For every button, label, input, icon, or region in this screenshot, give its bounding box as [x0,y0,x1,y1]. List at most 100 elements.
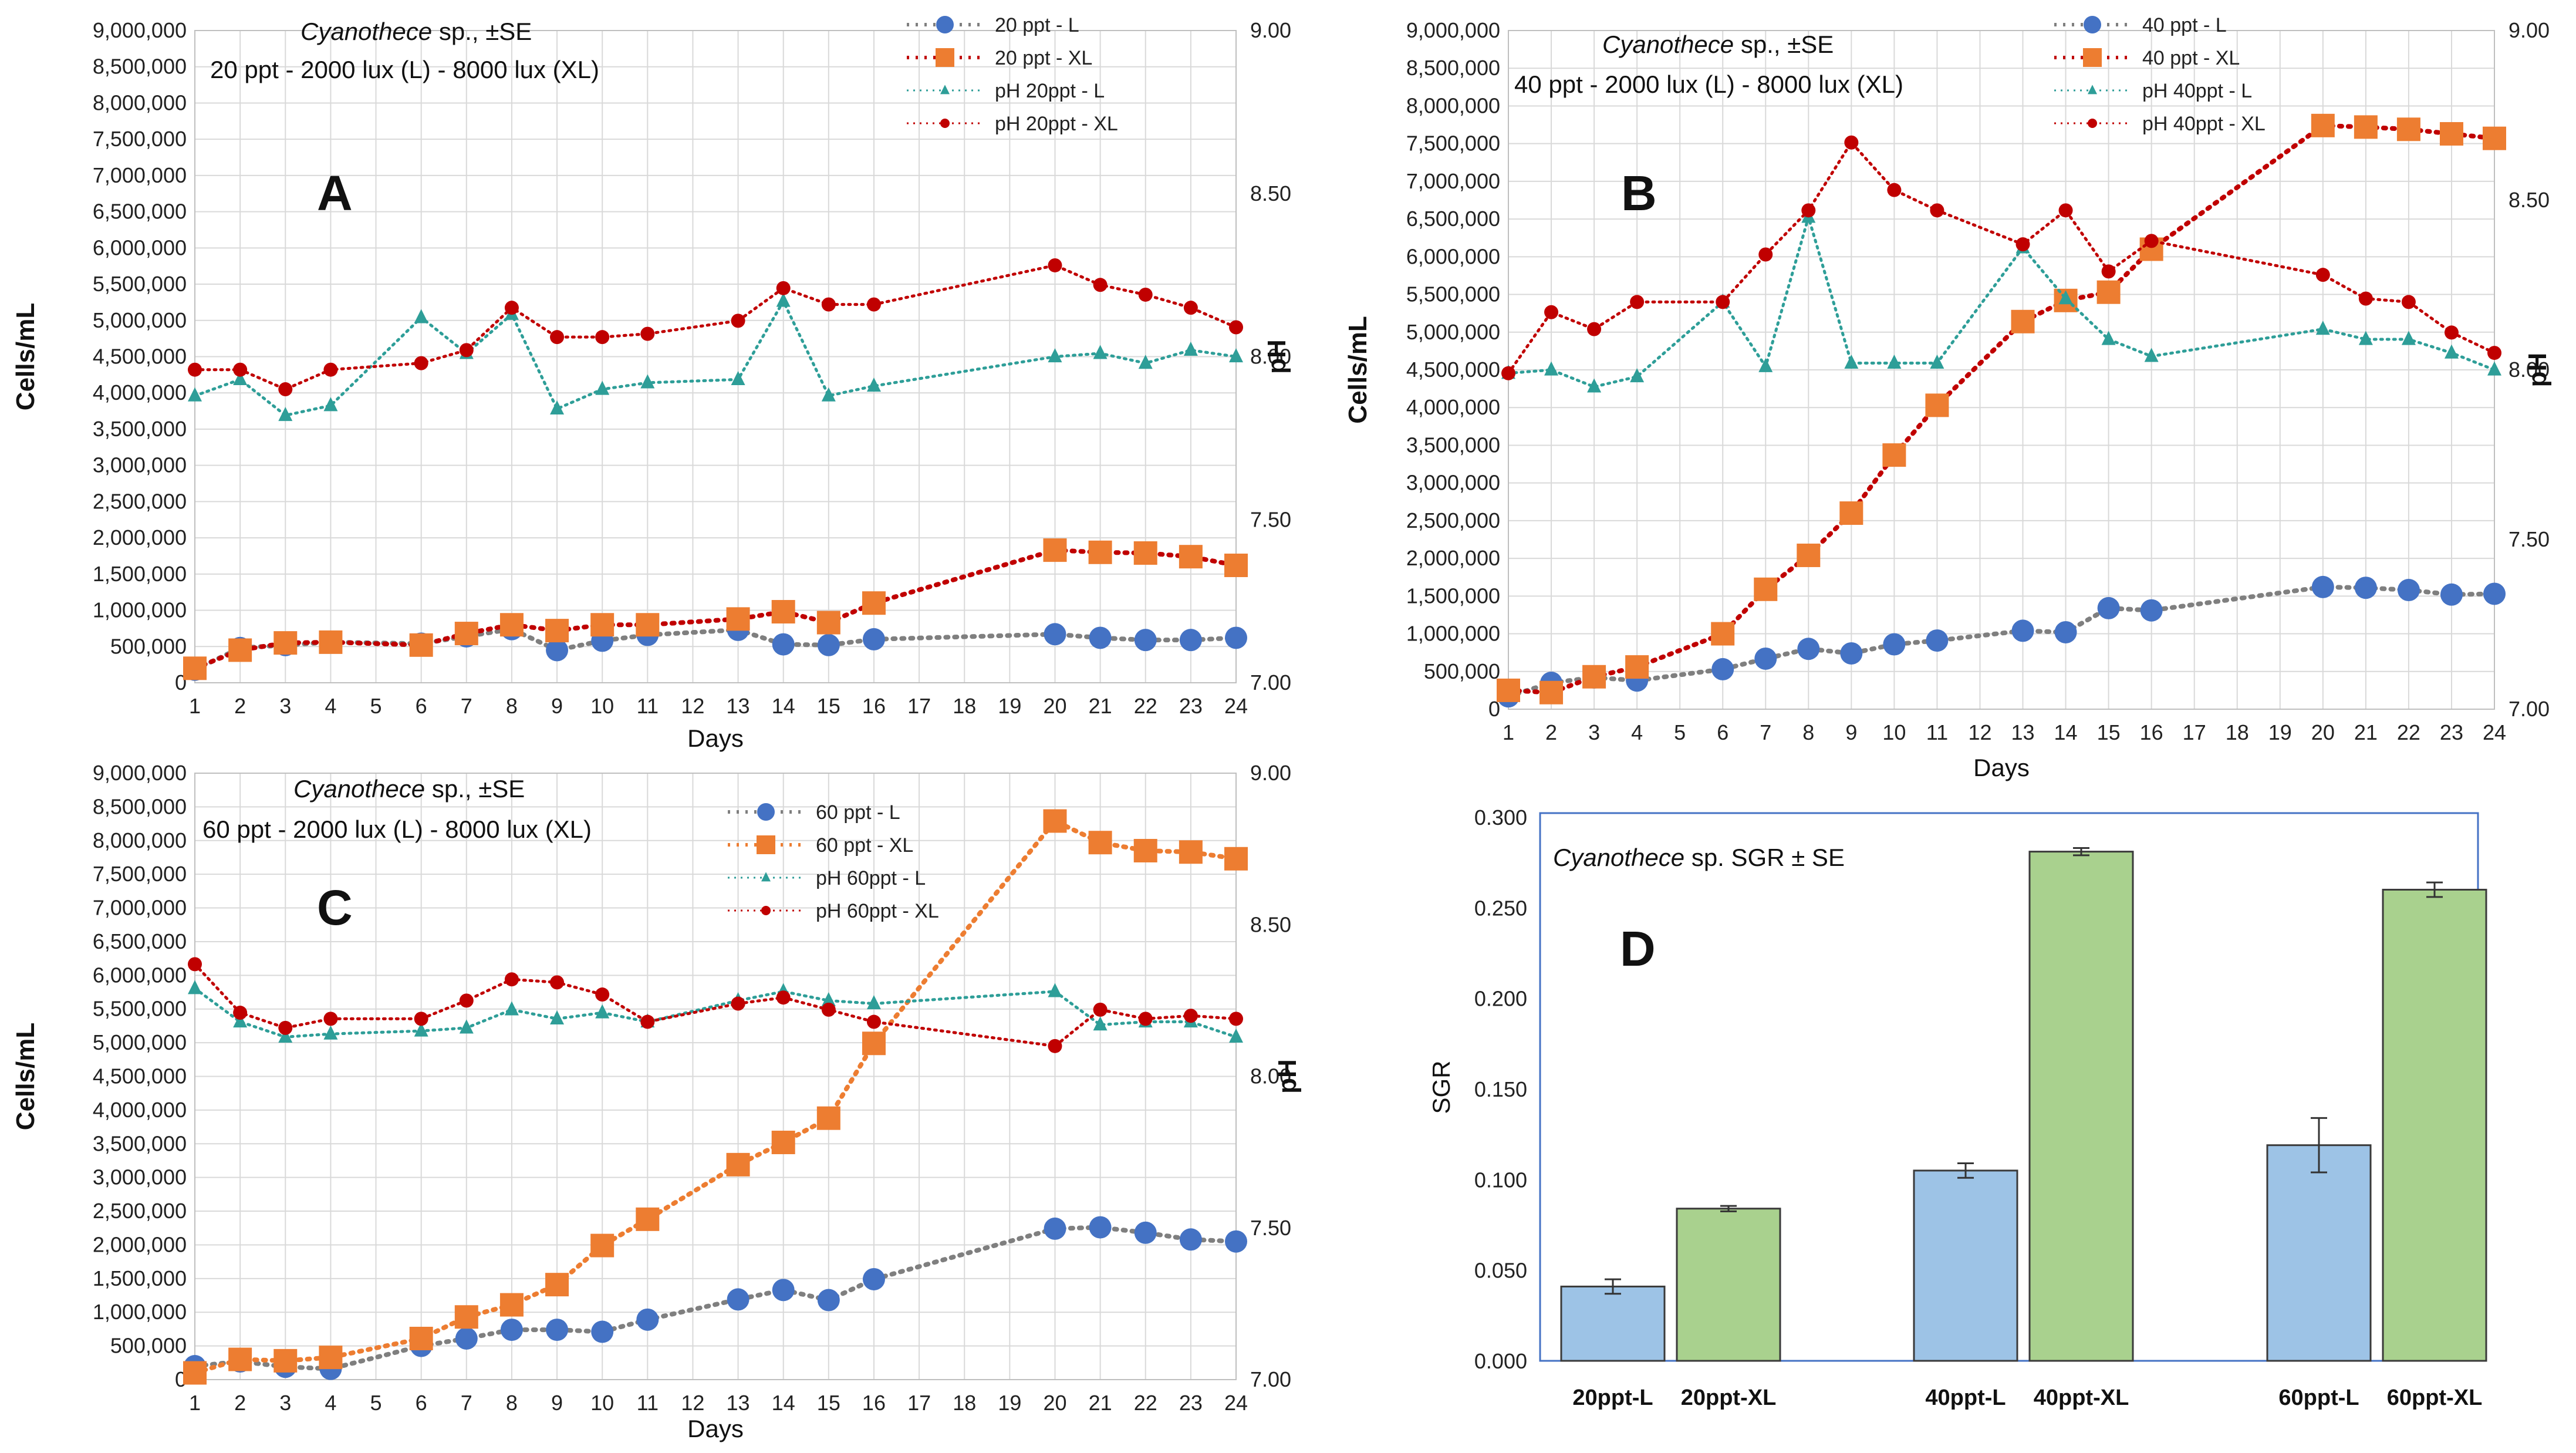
x-tick-label: 1 [189,1391,201,1415]
plot-area [194,773,1237,1380]
data-point-XL [636,613,660,637]
data-point-pHXL [640,326,655,341]
y-tick-label: 4,000,000 [93,380,187,404]
x-tick-label: 19 [998,694,1021,718]
data-point-pHL [1887,355,1902,369]
category-label: 60ppt-XL [2387,1385,2483,1410]
y-tick-label: 500,000 [110,634,187,658]
y-tick-label: 0.150 [1474,1077,1527,1101]
data-point-L [2354,577,2377,599]
category-label: 20ppt-L [1572,1385,1653,1410]
data-point-pHL [233,1013,248,1028]
y2-tick-label: 9.00 [2509,18,2550,42]
data-point-pHL [2144,348,2159,362]
y-tick-label: 0.000 [1474,1349,1527,1373]
data-point-XL [274,1349,298,1373]
data-point-XL [409,633,433,657]
legend-label: pH 40ppt - L [2142,80,2252,102]
data-point-pHXL [1716,295,1730,309]
data-point-pHL [595,380,610,395]
data-point-pHL [595,1004,610,1019]
data-point-pHXL [459,343,474,358]
y2-tick-label: 8.50 [1250,181,1291,205]
data-point-L [455,1327,478,1350]
x-tick-label: 4 [325,694,336,718]
x-tick-label: 7 [461,694,472,718]
data-point-pHXL [278,1020,293,1035]
legend-marker [761,872,771,882]
data-point-pHXL [1138,287,1153,302]
y-tick-label: 5,500,000 [93,997,187,1021]
x-tick-label: 16 [862,694,886,718]
y-tick-label: 1,500,000 [93,562,187,586]
y-tick-label: 0 [1488,697,1500,721]
y2-tick-label: 8.00 [2509,358,2550,382]
data-point-pHXL [640,1014,655,1029]
y-tick-label: 6,500,000 [93,200,187,224]
data-point-pHL [2058,290,2073,305]
panel-letter: C [317,880,353,935]
x-tick-label: 23 [1179,694,1203,718]
data-point-pHXL [2401,295,2416,309]
data-point-pHL [821,992,836,1006]
data-point-XL [1224,847,1248,871]
data-point-pHXL [2358,291,2373,306]
data-point-pHXL [550,330,565,345]
data-point-XL [1839,501,1863,525]
y-tick-label: 5,000,000 [93,1030,187,1054]
y-tick-label: 5,000,000 [93,308,187,332]
y-tick-label: 8,000,000 [93,90,187,114]
data-point-pHL [1758,358,1773,372]
data-point-pHXL [504,301,519,315]
data-point-pHXL [1844,135,1859,150]
data-point-pHL [188,980,202,994]
chart-subtitle: 40 ppt - 2000 lux (L) - 8000 lux (XL) [1514,70,1903,98]
y-tick-label: 1,500,000 [1406,584,1500,608]
x-tick-label: 21 [1089,1391,1112,1415]
x-tick-label: 2 [1545,720,1557,744]
data-point-pHL [1930,355,1944,369]
x-tick-label: 4 [1631,720,1643,744]
y-tick-label: 0.250 [1474,896,1527,920]
data-point-pHXL [550,975,565,990]
data-point-XL [319,630,343,654]
x-tick-label: 15 [2097,720,2121,744]
data-point-pHL [1183,341,1198,356]
x-axis-title: Days [687,724,744,752]
panel-letter: D [1620,921,1656,976]
x-tick-label: 18 [953,1391,976,1415]
data-point-pHXL [1544,305,1559,319]
y-tick-label: 9,000,000 [93,761,187,785]
y-tick-label: 0.300 [1474,805,1527,830]
x-tick-label: 20 [1043,694,1066,718]
x-tick-label: 20 [2311,720,2335,744]
data-point-XL [1754,577,1778,601]
x-tick-label: 23 [1179,1391,1203,1415]
data-point-XL [1582,665,1606,689]
data-point-XL [1088,831,1112,855]
data-point-L [2140,599,2163,622]
bar-40ppt-XL [2028,851,2134,1362]
data-point-pHL [2444,344,2459,359]
x-tick-label: 16 [2140,720,2163,744]
x-tick-label: 22 [1134,1391,1157,1415]
data-point-XL [1539,680,1564,704]
y2-tick-label: 8.00 [1250,345,1291,369]
title-species: Cyanothece [293,775,425,803]
data-point-XL [409,1326,433,1350]
data-point-L [2011,619,2034,642]
x-tick-label: 15 [817,1391,840,1415]
data-point-pHXL [731,996,745,1011]
data-point-L [817,633,840,656]
y-tick-label: 1,500,000 [93,1266,187,1290]
x-tick-label: 3 [279,1391,291,1415]
data-point-L [1134,629,1157,652]
data-point-pHXL [2101,264,2116,279]
data-point-pHXL [1093,1002,1108,1017]
y-tick-label: 8,000,000 [1406,93,1500,117]
y-tick-label: 3,500,000 [1406,433,1500,457]
legend-label: pH 20ppt - XL [995,113,1118,135]
data-point-pHL [1544,361,1559,376]
data-point-XL [545,619,569,643]
x-tick-label: 11 [637,1391,659,1415]
